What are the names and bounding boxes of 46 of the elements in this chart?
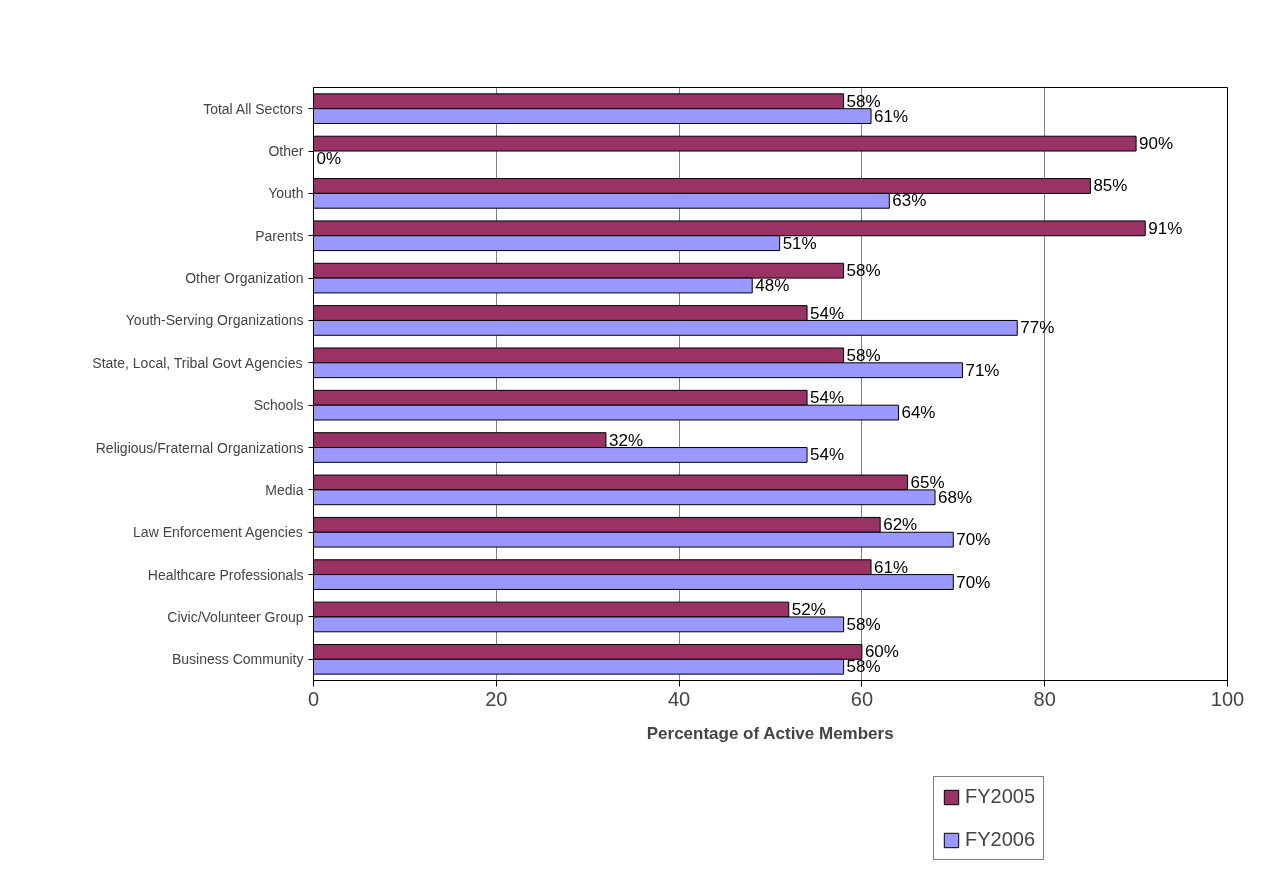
data-label: 54% (810, 303, 845, 323)
x-tick-label: 20 (485, 687, 508, 710)
y-tick-label: Civic/Volunteer Group (167, 608, 304, 625)
data-label: 90% (1139, 134, 1174, 154)
y-tick-label: Healthcare Professionals (147, 566, 304, 583)
y-tick-label: Media (265, 481, 304, 498)
data-label: 63% (892, 191, 927, 211)
x-tick-label: 60 (850, 687, 874, 710)
y-tick-label: Law Enforcement Agencies (133, 524, 303, 541)
data-label: 85% (1093, 176, 1128, 196)
data-label: 52% (791, 600, 826, 620)
data-label: 62% (883, 515, 918, 535)
y-tick-label: Youth (268, 185, 304, 202)
legend-label: FY2006 (965, 828, 1036, 851)
data-label: 58% (846, 657, 881, 677)
data-label: 58% (846, 345, 881, 365)
data-label: 0% (316, 148, 342, 168)
y-tick-label: Total All Sectors (203, 100, 303, 117)
x-tick-label: 40 (667, 687, 691, 710)
data-label: 61% (874, 557, 909, 577)
x-tick-label: 80 (1033, 687, 1056, 710)
data-label: 70% (956, 530, 991, 550)
y-tick-label: Schools (253, 397, 304, 414)
y-tick-label: Religious/Fraternal Organizations (95, 439, 304, 456)
y-tick-label: Business Community (172, 651, 304, 668)
data-label: 91% (1148, 218, 1183, 238)
data-label: 71% (965, 360, 1000, 380)
x-tick-label: 100 (1210, 687, 1245, 710)
data-label: 54% (810, 445, 845, 465)
y-tick-label: Other Organization (185, 270, 304, 287)
data-label: 58% (846, 261, 881, 281)
x-tick-label: 0 (307, 687, 320, 710)
data-label: 58% (846, 614, 881, 634)
y-tick-label: Other (268, 143, 304, 160)
data-label: 70% (956, 572, 991, 592)
y-tick-label: Youth-Serving Organizations (125, 312, 304, 329)
data-label: 48% (755, 276, 790, 296)
x-axis-title: Percentage of Active Members (646, 723, 894, 743)
y-tick-label: Parents (255, 227, 304, 244)
data-label: 51% (782, 233, 817, 253)
y-tick-label: State, Local, Tribal Govt Agencies (92, 354, 303, 371)
data-label: 32% (608, 430, 644, 450)
legend-label: FY2005 (965, 785, 1036, 808)
data-label: 64% (901, 403, 936, 423)
data-label: 77% (1020, 318, 1055, 338)
data-label: 54% (810, 388, 845, 408)
